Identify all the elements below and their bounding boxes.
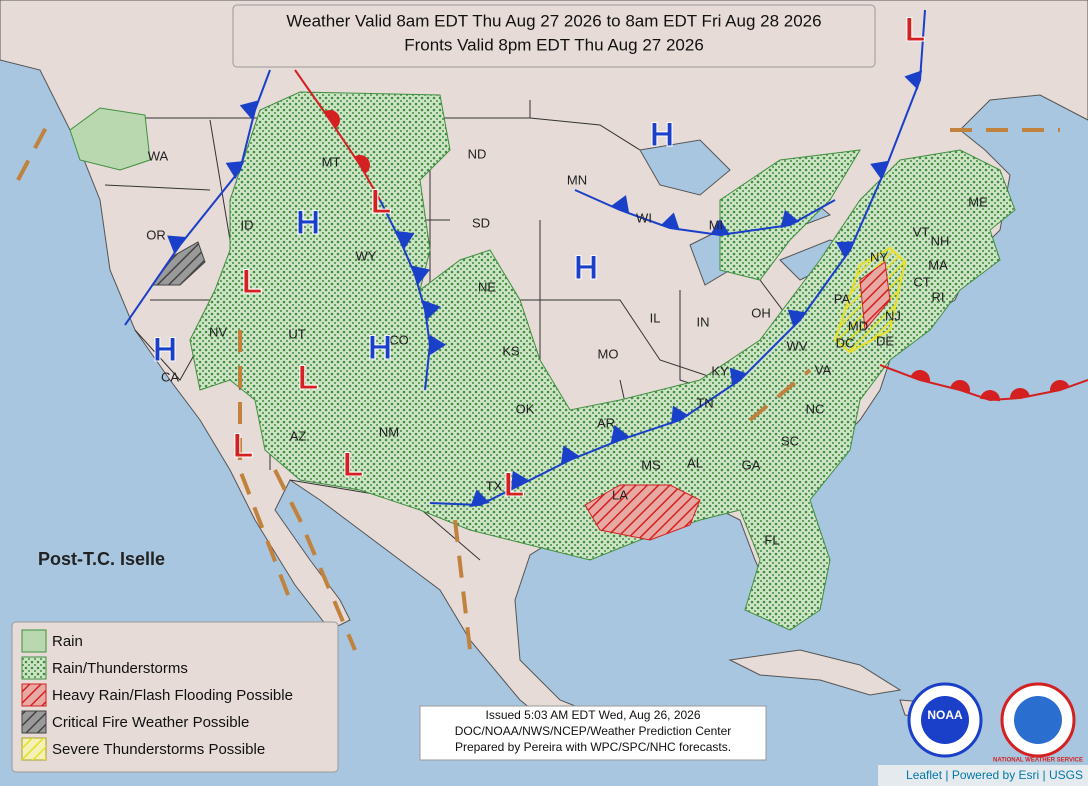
low-pressure: L [343, 446, 364, 484]
high-pressure: H [368, 329, 393, 367]
high-pressure: H [153, 331, 178, 369]
state-label: WV [787, 338, 808, 353]
legend-label: Severe Thunderstorms Possible [52, 741, 265, 758]
nws-logo-inner [1014, 696, 1062, 744]
state-label: MA [928, 257, 948, 272]
noaa-text: NOAA [927, 708, 963, 722]
low-pressure: L [242, 263, 263, 301]
legend-label: Critical Fire Weather Possible [52, 714, 249, 731]
state-label: AR [597, 415, 615, 430]
state-label: OK [516, 401, 535, 416]
high-pressure: H [650, 116, 675, 154]
state-label: TX [486, 478, 503, 493]
state-label: MT [322, 154, 341, 169]
legend-label: Rain/Thunderstorms [52, 660, 188, 677]
state-label: DE [876, 333, 894, 348]
legend-swatch-hatch [22, 738, 46, 760]
state-label: KS [502, 343, 520, 358]
storm-label: Post-T.C. Iselle [38, 549, 165, 569]
state-label: NM [379, 424, 399, 439]
state-label: NE [478, 279, 496, 294]
state-label: ME [968, 194, 988, 209]
state-label: SC [781, 433, 799, 448]
high-pressure: H [296, 204, 321, 242]
state-label: PA [834, 291, 851, 306]
state-label: NC [806, 401, 825, 416]
state-label: VT [913, 224, 930, 239]
state-label: SD [472, 215, 490, 230]
issued-line: Issued 5:03 AM EDT Wed, Aug 26, 2026 [485, 708, 700, 722]
cold-front [429, 9, 926, 508]
state-label: DC [836, 335, 855, 350]
attribution-box [878, 765, 1088, 786]
state-label: MN [567, 172, 587, 187]
low-pressure: L [371, 183, 392, 221]
state-label: ND [468, 146, 487, 161]
state-label: FL [764, 532, 779, 547]
low-pressure: L [298, 359, 319, 397]
state-label: NV [209, 324, 227, 339]
legend-swatch [21, 656, 47, 680]
low-pressure: L [233, 427, 254, 465]
noaa-logo-inner [921, 696, 969, 744]
legend-swatch [21, 629, 47, 653]
legend-swatch [21, 683, 47, 707]
header-box [232, 4, 876, 68]
issued-line: DOC/NOAA/NWS/NCEP/Weather Prediction Cen… [455, 724, 732, 738]
legend-box [11, 621, 339, 773]
high-pressure: H [574, 249, 599, 287]
state-label: ID [241, 217, 254, 232]
warm-front [879, 364, 1088, 402]
state-label: CO [389, 332, 409, 347]
cold-front [124, 69, 271, 326]
state-label: WI [636, 210, 652, 225]
state-label: OH [751, 305, 771, 320]
state-label: WY [356, 248, 377, 263]
low-pressure: L [905, 11, 926, 49]
state-label: KY [711, 363, 729, 378]
state-label: MI [709, 217, 723, 232]
legend-label: Rain [52, 633, 83, 650]
state-label: WA [148, 148, 169, 163]
nws-text: NATIONAL WEATHER SERVICE [993, 758, 1083, 764]
cold-front [379, 199, 446, 391]
state-label: TN [696, 395, 713, 410]
warm-front [294, 69, 381, 201]
header-line: Weather Valid 8am EDT Thu Aug 27 2026 to… [286, 11, 821, 30]
state-label: NH [931, 233, 950, 248]
rain-area [69, 107, 151, 171]
attribution[interactable]: Leaflet | Powered by Esri | USGS [906, 768, 1083, 782]
state-label: CT [913, 274, 930, 289]
legend-swatch [21, 710, 47, 734]
state-label: NY [870, 249, 888, 264]
state-label: AZ [290, 428, 307, 443]
state-label: MO [598, 346, 619, 361]
state-label: OR [146, 227, 166, 242]
state-label: GA [742, 457, 761, 472]
legend-label: Heavy Rain/Flash Flooding Possible [52, 687, 293, 704]
state-label: MD [848, 318, 868, 333]
state-label: MS [641, 457, 661, 472]
state-label: IN [697, 314, 710, 329]
state-label: RI [932, 289, 945, 304]
state-label: AL [687, 455, 703, 470]
state-label: NJ [885, 308, 901, 323]
stationary-front [574, 189, 836, 237]
low-pressure: L [504, 466, 525, 504]
state-label: IL [650, 310, 661, 325]
issued-line: Prepared by Pereira with WPC/SPC/NHC for… [455, 740, 731, 754]
troughs [16, 119, 1060, 651]
header-line: Fronts Valid 8pm EDT Thu Aug 27 2026 [404, 35, 704, 54]
state-label: UT [288, 326, 305, 341]
state-label: VA [815, 362, 832, 377]
issued-box [419, 705, 767, 761]
state-label: LA [612, 487, 628, 502]
state-label: CA [161, 369, 179, 384]
